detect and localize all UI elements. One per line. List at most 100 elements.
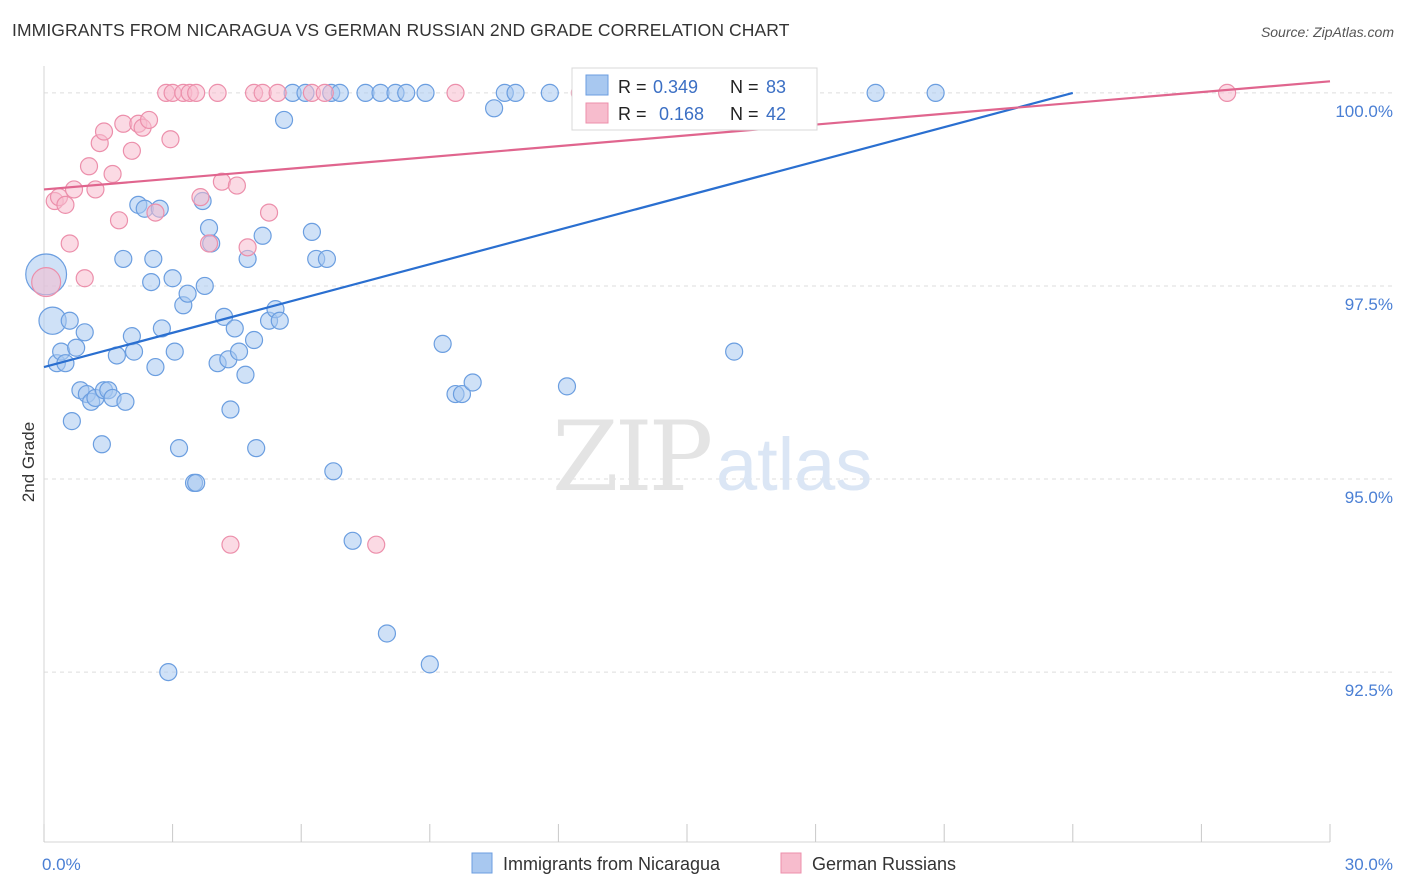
y-tick-label-1: 97.5% xyxy=(1345,295,1393,314)
point-blue-75 xyxy=(463,373,482,392)
axes xyxy=(43,66,1331,843)
point-blue-72 xyxy=(433,334,452,353)
point-pink-37 xyxy=(315,83,334,102)
point-pink-41 xyxy=(1218,83,1237,102)
point-blue-78 xyxy=(506,83,525,102)
point-pink-38 xyxy=(367,535,386,554)
point-blue-79 xyxy=(540,83,559,102)
legend-swatch-blue xyxy=(471,852,493,874)
point-blue-62 xyxy=(324,462,343,481)
y-axis-label: 2nd Grade xyxy=(19,422,38,502)
point-blue-7 xyxy=(67,338,86,357)
point-pink-39 xyxy=(446,83,465,102)
legend-swatch-pink xyxy=(780,852,802,874)
point-pink-35 xyxy=(268,83,287,102)
point-blue-6 xyxy=(62,412,81,431)
point-blue-45 xyxy=(225,319,244,338)
point-blue-67 xyxy=(377,624,397,643)
stats-r-label-1: R = xyxy=(618,77,647,97)
source-label: Source: ZipAtlas.com xyxy=(1260,24,1394,40)
point-pink-3 xyxy=(56,195,75,214)
point-pink-7 xyxy=(79,157,99,176)
point-blue-50 xyxy=(247,439,266,458)
point-pink-24 xyxy=(187,83,206,102)
point-blue-74 xyxy=(452,384,472,404)
y-tick-label-3: 92.5% xyxy=(1345,681,1393,700)
point-blue-13 xyxy=(92,435,111,454)
stats-n-value-2: 42 xyxy=(766,104,786,124)
point-pink-8 xyxy=(86,180,105,199)
point-blue-18 xyxy=(114,249,133,269)
y-tick-label-2: 95.0% xyxy=(1345,488,1393,507)
point-blue-80 xyxy=(557,377,577,396)
trend-line-pink xyxy=(43,80,1331,191)
point-pink-20 xyxy=(161,130,180,149)
point-pink-31 xyxy=(238,238,257,257)
point-blue-30 xyxy=(163,269,182,288)
point-blue-71 xyxy=(420,655,439,674)
point-blue-9 xyxy=(75,323,94,342)
point-blue-54 xyxy=(270,311,289,330)
series-pink-points xyxy=(31,83,1237,554)
point-pink-6 xyxy=(75,269,94,288)
point-pink-5 xyxy=(64,180,84,199)
series-blue-points xyxy=(25,83,945,682)
stats-box: R = 0.349 N = 83 R = 0.168 N = 42 xyxy=(571,67,818,131)
watermark: ZIP atlas xyxy=(552,401,872,513)
point-pink-0 xyxy=(31,267,62,298)
point-blue-34 xyxy=(178,284,197,303)
data-points xyxy=(25,83,1237,682)
point-blue-5 xyxy=(60,311,79,330)
tick-labels: 100.0% 97.5% 95.0% 92.5% 0.0% 30.0% xyxy=(42,102,1393,874)
watermark-zip: ZIP xyxy=(552,401,711,513)
point-pink-18 xyxy=(146,203,165,222)
point-blue-69 xyxy=(397,83,416,102)
point-blue-64 xyxy=(343,531,362,550)
point-blue-32 xyxy=(169,439,189,458)
point-pink-4 xyxy=(60,234,79,253)
stats-r-value-2: 0.168 xyxy=(659,104,704,124)
point-blue-24 xyxy=(142,272,161,292)
stats-r-value-1: 0.349 xyxy=(653,77,698,97)
point-blue-36 xyxy=(187,473,206,492)
point-pink-17 xyxy=(139,110,159,130)
x-tick-label-0: 0.0% xyxy=(42,855,81,874)
point-pink-14 xyxy=(122,141,141,160)
point-pink-25 xyxy=(191,188,210,207)
point-blue-25 xyxy=(144,249,163,269)
stats-n-value-1: 83 xyxy=(766,77,786,97)
point-blue-47 xyxy=(236,365,255,384)
point-pink-29 xyxy=(221,535,240,554)
point-blue-44 xyxy=(221,400,240,419)
point-pink-10 xyxy=(94,122,114,141)
stats-n-label-1: N = xyxy=(730,77,759,97)
point-blue-55 xyxy=(274,110,294,130)
chart-title: IMMIGRANTS FROM NICARAGUA VS GERMAN RUSS… xyxy=(12,20,790,40)
point-pink-27 xyxy=(208,83,227,102)
point-blue-60 xyxy=(317,249,337,269)
legend: Immigrants from Nicaragua German Russian… xyxy=(471,852,956,874)
legend-label-blue: Immigrants from Nicaragua xyxy=(503,854,721,874)
point-blue-70 xyxy=(416,83,435,102)
point-blue-49 xyxy=(244,330,264,350)
stats-r-label-2: R = xyxy=(618,104,647,124)
watermark-atlas: atlas xyxy=(716,423,872,506)
point-blue-81 xyxy=(725,342,744,361)
trend-line-blue xyxy=(43,91,1074,369)
point-blue-26 xyxy=(146,357,165,377)
y-tick-label-0: 100.0% xyxy=(1335,102,1393,121)
stats-swatch-pink xyxy=(585,102,609,124)
point-blue-39 xyxy=(199,218,219,238)
point-pink-30 xyxy=(227,176,246,195)
point-blue-29 xyxy=(159,662,178,682)
point-blue-58 xyxy=(302,222,322,242)
point-blue-82 xyxy=(866,83,885,102)
point-blue-19 xyxy=(116,392,135,411)
trend-lines xyxy=(43,80,1331,369)
point-blue-76 xyxy=(485,99,504,118)
point-blue-38 xyxy=(195,276,214,296)
legend-label-pink: German Russians xyxy=(812,854,956,874)
stats-swatch-blue xyxy=(585,74,609,96)
point-blue-31 xyxy=(165,342,184,361)
